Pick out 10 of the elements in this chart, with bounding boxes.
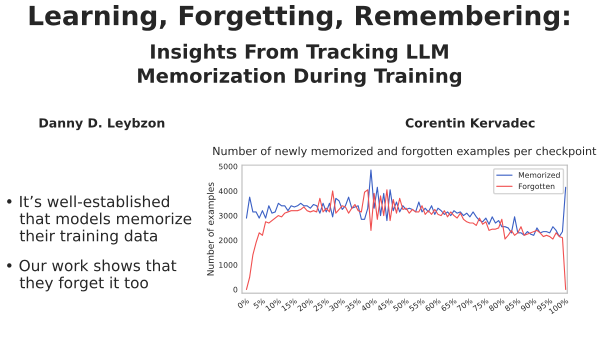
line-series bbox=[246, 170, 566, 238]
text: • It’s well-established that models memorize their training data bbox=[7, 195, 192, 244]
text: Number of newly memorized and forgotten examples per checkpoint bbox=[213, 146, 596, 158]
y-axis-title: Number of examples bbox=[206, 182, 216, 276]
text: • Our work shows that they forget it too bbox=[7, 259, 176, 292]
chart-title: Learning, Forgetting, Remembering: bbox=[30, 5, 569, 31]
text: Corentin Kervadec bbox=[406, 118, 535, 128]
chart-subtitle: Insights From Tracking LLM Memorization During Training bbox=[138, 44, 462, 87]
text: Danny D. Leybzon bbox=[40, 118, 164, 130]
line-series bbox=[246, 189, 566, 290]
